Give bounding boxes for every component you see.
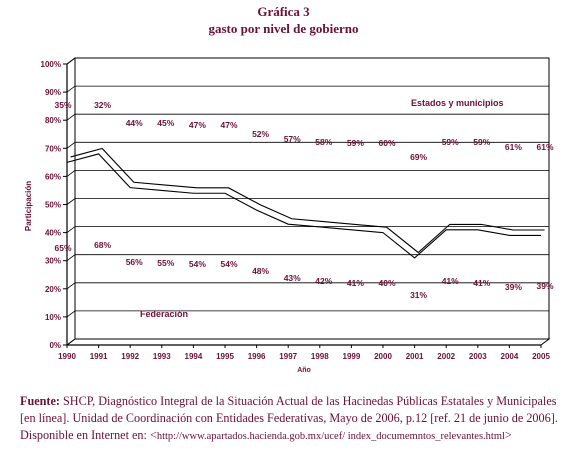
gridline-7 xyxy=(66,141,549,149)
label-federacion-1994: 54% xyxy=(189,259,206,269)
y-tick-label-3: 30% xyxy=(45,257,61,266)
x-tick-label-1991: 1991 xyxy=(90,352,108,361)
gridline-9 xyxy=(66,85,549,93)
x-tick-label-1997: 1997 xyxy=(279,352,297,361)
gridline-4 xyxy=(66,226,549,233)
x-tick-label-1998: 1998 xyxy=(311,352,329,361)
label-estados-1993: 45% xyxy=(157,118,174,128)
label-federacion-1991: 68% xyxy=(94,240,111,250)
y-tick-label-8: 80% xyxy=(45,116,61,125)
data-labels: 35% 32% 44% 45% 47% 47% 52% 57% 58% 59% 60% 69% 59% 5… xyxy=(54,100,553,300)
label-estados-1991: 32% xyxy=(94,100,111,110)
x-tick-label-1993: 1993 xyxy=(153,352,171,361)
label-federacion-2004: 39% xyxy=(505,282,522,292)
y-tick-label-4: 40% xyxy=(45,229,61,238)
label-federacion-1995: 54% xyxy=(220,259,237,269)
gridline-10 xyxy=(66,57,549,65)
label-federacion-2002: 41% xyxy=(442,276,459,286)
label-estados-1997: 57% xyxy=(284,134,301,144)
title-line-2: gasto por nivel de gobierno xyxy=(208,21,359,36)
x-tick-label-1990: 1990 xyxy=(58,352,76,361)
label-estados-2003: 59% xyxy=(473,137,490,147)
legend-estados: Estados y municipios xyxy=(411,98,504,108)
label-federacion-1998: 42% xyxy=(315,276,332,286)
y-tick-label-1: 10% xyxy=(45,313,61,322)
label-estados-2002: 59% xyxy=(442,137,459,147)
gridline-6 xyxy=(66,169,549,177)
x-tick-label-1992: 1992 xyxy=(121,352,139,361)
y-tick-label-7: 70% xyxy=(45,144,61,153)
label-estados-1992: 44% xyxy=(126,118,143,128)
label-federacion-1992: 56% xyxy=(126,257,143,267)
label-estados-1996: 52% xyxy=(252,129,269,139)
x-tick-label-2002: 2002 xyxy=(437,352,455,361)
x-axis-label: Año xyxy=(297,367,311,374)
label-federacion-2000: 40% xyxy=(378,278,395,288)
label-federacion-2005: 39% xyxy=(536,281,553,291)
source-close: > xyxy=(504,428,512,442)
gridline-3 xyxy=(66,254,549,262)
series-line-front xyxy=(66,153,541,259)
y-tick-label-5: 50% xyxy=(45,201,61,210)
gridline-2 xyxy=(66,282,549,290)
line-chart: 0% 10% 20% 30% 40% 50% 60% 70% 80% 90% 100% 1990 199… xyxy=(24,57,554,374)
axes: 0% 10% 20% 30% 40% 50% 60% 70% 80% 90% 100% 1990 199… xyxy=(41,57,550,361)
y-tick-label-6: 60% xyxy=(45,172,61,181)
x-tick-label-1994: 1994 xyxy=(185,352,203,361)
legend-federacion: Federación xyxy=(140,309,188,319)
label-estados-1995: 47% xyxy=(220,120,237,130)
x-tick-label-1995: 1995 xyxy=(216,352,234,361)
source-text: SHCP, Diagnóstico Integral de la Situaci… xyxy=(20,394,558,442)
label-federacion-1990: 65% xyxy=(54,243,71,253)
label-federacion-1999: 41% xyxy=(347,278,364,288)
x-tick-label-2004: 2004 xyxy=(501,352,519,361)
label-federacion-1993: 55% xyxy=(157,258,174,268)
label-federacion-2001: 31% xyxy=(410,290,427,300)
label-estados-1990: 35% xyxy=(54,100,71,110)
y-tick-label-0: 0% xyxy=(49,341,61,350)
gridline-5 xyxy=(66,198,549,205)
label-estados-1998: 58% xyxy=(315,137,332,147)
label-estados-2004: 61% xyxy=(505,142,522,152)
x-tick-label-2003: 2003 xyxy=(469,352,487,361)
label-federacion-2003: 41% xyxy=(473,278,490,288)
x-tick-label-2000: 2000 xyxy=(374,352,392,361)
label-estados-2000: 60% xyxy=(378,138,395,148)
x-tick-label-2001: 2001 xyxy=(406,352,424,361)
gridline-0 xyxy=(66,338,549,346)
series-lines xyxy=(66,147,545,259)
y-tick-label-9: 90% xyxy=(45,88,61,97)
source-url[interactable]: http://www.apartados.hacienda.gob.mx/uce… xyxy=(156,431,505,442)
chart-title: Gráfica 3 gasto por nivel de gobierno xyxy=(0,3,567,37)
y-axis-label: Participación xyxy=(24,181,33,231)
source-note: Fuente: SHCP, Diagnóstico Integral de la… xyxy=(20,393,560,445)
source-label: Fuente: xyxy=(20,394,60,408)
x-tick-label-1996: 1996 xyxy=(248,352,266,361)
y-tick-label-10: 100% xyxy=(41,60,61,69)
gridline-8 xyxy=(66,113,549,121)
y-tick-label-2: 20% xyxy=(45,285,61,294)
label-estados-2005: 61% xyxy=(536,142,553,152)
floor xyxy=(65,338,551,346)
label-federacion-1997: 43% xyxy=(284,273,301,283)
label-estados-2001: 69% xyxy=(410,152,427,162)
x-tick-label-2005: 2005 xyxy=(532,352,550,361)
gridline-1 xyxy=(66,310,549,318)
title-line-1: Gráfica 3 xyxy=(257,4,310,19)
series-line-back xyxy=(70,147,545,254)
label-federacion-1996: 48% xyxy=(252,266,269,276)
top-depth-edge xyxy=(66,57,76,65)
label-estados-1999: 59% xyxy=(347,138,364,148)
x-tick-label-1999: 1999 xyxy=(343,352,361,361)
label-estados-1994: 47% xyxy=(189,120,206,130)
